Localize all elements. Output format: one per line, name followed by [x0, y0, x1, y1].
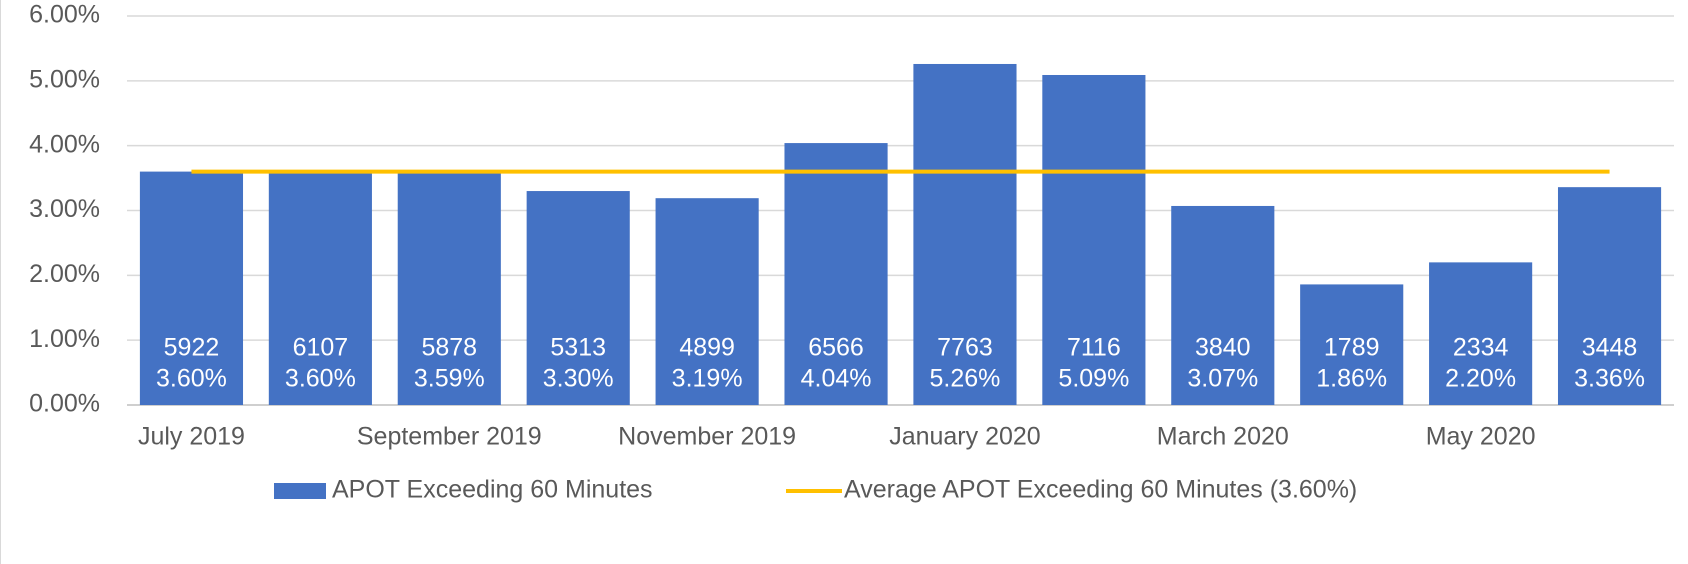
bar — [1300, 284, 1404, 405]
x-tick-label: November 2019 — [618, 423, 796, 451]
bar — [1557, 187, 1662, 405]
bar-value-label: 3.19% — [672, 365, 743, 393]
bar-count-label: 1789 — [1324, 334, 1380, 362]
y-tick-label: 4.00% — [29, 130, 100, 158]
bar-count-label: 7116 — [1067, 334, 1121, 362]
y-tick-label: 2.00% — [29, 260, 100, 288]
bar — [913, 63, 1017, 406]
bar-value-label: 3.07% — [1187, 365, 1258, 393]
bar — [268, 171, 372, 405]
legend-swatch — [274, 483, 326, 499]
bar-count-label: 7763 — [937, 334, 993, 362]
bar-value-label: 3.36% — [1574, 365, 1645, 393]
bar-value-label: 3.30% — [543, 365, 614, 393]
bar-count-label: 5922 — [164, 334, 220, 362]
legend-label: APOT Exceeding 60 Minutes — [332, 476, 653, 504]
x-tick-label: January 2020 — [889, 423, 1041, 451]
bar-value-label: 3.60% — [156, 365, 227, 393]
legend-label: Average APOT Exceeding 60 Minutes (3.60%… — [844, 476, 1357, 504]
x-tick-label: March 2020 — [1157, 423, 1289, 451]
bar — [397, 172, 501, 405]
bar — [1171, 205, 1275, 405]
y-tick-label: 5.00% — [29, 65, 100, 93]
bar-value-label: 2.20% — [1445, 365, 1516, 393]
bar-value-label: 5.26% — [930, 365, 1001, 393]
bar-count-label: 4899 — [679, 334, 735, 362]
y-tick-label: 6.00% — [29, 1, 100, 29]
bar-value-label: 3.60% — [285, 365, 356, 393]
bar-value-label: 1.86% — [1316, 365, 1387, 393]
bar-count-label: 6107 — [293, 334, 349, 362]
x-tick-label: May 2020 — [1426, 423, 1536, 451]
bar-count-label: 5313 — [550, 334, 606, 362]
bar-count-label: 3448 — [1582, 334, 1638, 362]
y-tick-label: 3.00% — [29, 195, 100, 223]
x-tick-label: July 2019 — [138, 423, 245, 451]
x-tick-label: September 2019 — [357, 423, 542, 451]
bar-count-label: 2334 — [1453, 334, 1509, 362]
bar — [139, 171, 244, 405]
bar — [655, 198, 759, 405]
bar — [526, 191, 630, 405]
bar-value-label: 5.09% — [1058, 365, 1129, 393]
y-tick-label: 1.00% — [29, 325, 100, 353]
bar-value-label: 3.59% — [414, 365, 485, 393]
y-tick-label: 0.00% — [29, 390, 100, 418]
bar — [1042, 74, 1146, 405]
bar-count-label: 3840 — [1195, 334, 1251, 362]
bar-count-label: 5878 — [421, 334, 477, 362]
bar-count-label: 6566 — [808, 334, 864, 362]
bar — [1429, 262, 1533, 405]
bar — [784, 143, 888, 405]
bar-value-label: 4.04% — [801, 365, 872, 393]
